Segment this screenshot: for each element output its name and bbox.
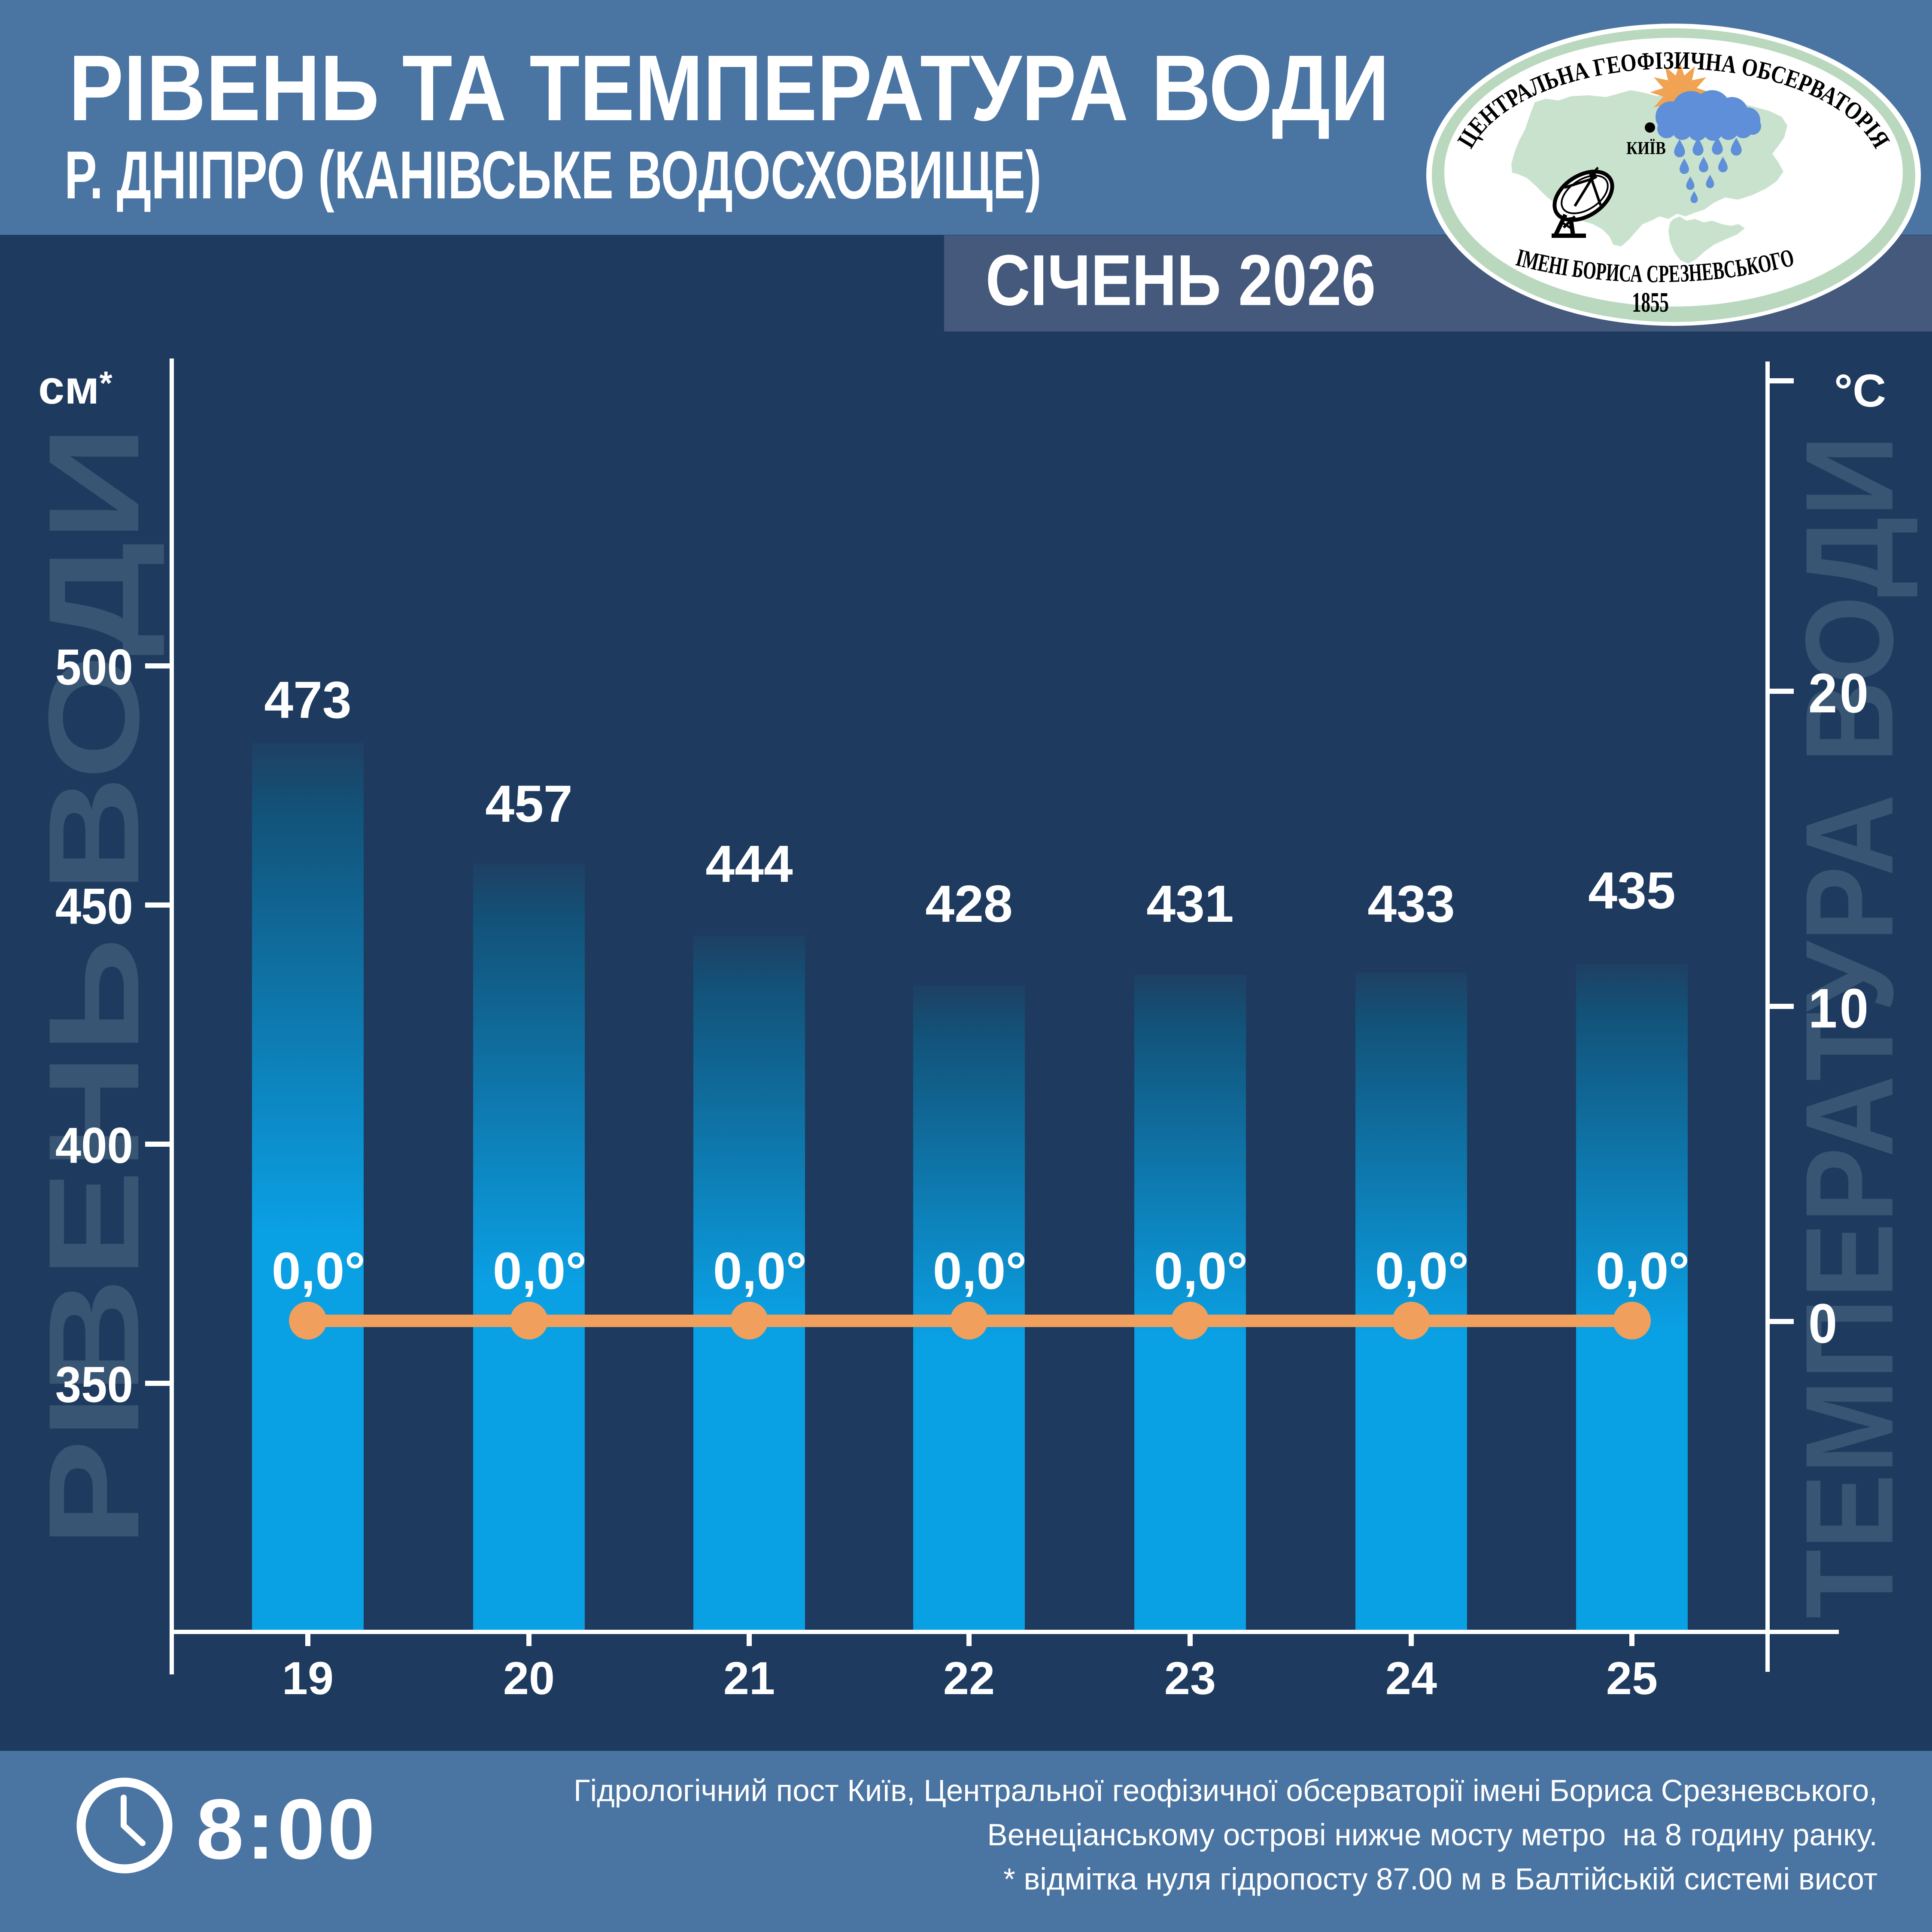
svg-text:КИЇВ: КИЇВ [1626,139,1666,158]
svg-text:1855: 1855 [1632,287,1669,318]
